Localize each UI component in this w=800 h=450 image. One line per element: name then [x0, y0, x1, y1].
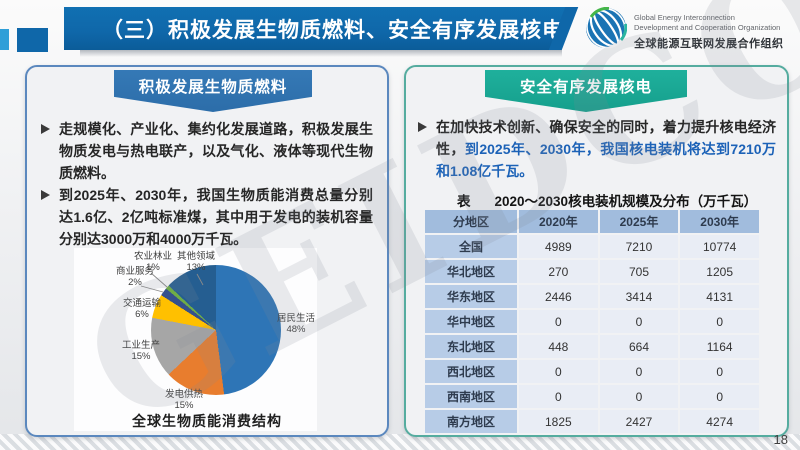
biomass-bullet-2: 到2025年、2030年，我国生物质能消费总量分别达1.6亿、2亿吨标准煤，其中… — [41, 184, 373, 250]
table-row: 华北地区 270 705 1205 — [425, 260, 759, 283]
table-cell: 705 — [599, 260, 679, 283]
nuclear-banner-label: 安全有序发展核电 — [519, 79, 652, 96]
table-row-header: 西北地区 — [425, 360, 517, 383]
table-cell: 0 — [519, 310, 598, 333]
table-header-cell: 2020年 — [519, 210, 598, 233]
nuclear-bullet-plain: 在加快技术创新、确保安全的同时，着力提升核电经济性， — [436, 119, 776, 157]
table-cell: 4989 — [519, 235, 598, 258]
table-cell: 0 — [599, 310, 679, 333]
table-row-header: 全国 — [425, 235, 517, 258]
header-banner: （三）积极发展生物质燃料、安全有序发展核电 — [64, 7, 568, 50]
biomass-panel: 积极发展生物质燃料 走规模化、产业化、集约化发展道路，积极发展生物质发电与热电联… — [25, 65, 389, 437]
biomass-banner-label: 积极发展生物质燃料 — [138, 79, 288, 96]
org-logo-text: Global Energy Interconnection Developmen… — [634, 7, 784, 51]
table-cell: 270 — [519, 260, 598, 283]
pie-label-power-heat: 发电供热 15% — [164, 389, 203, 411]
table-cell: 0 — [599, 385, 679, 408]
biomass-banner: 积极发展生物质燃料 — [114, 70, 312, 112]
table-cell: 0 — [680, 310, 759, 333]
table-row-header: 华东地区 — [425, 285, 517, 308]
table-row: 西北地区 0 0 0 — [425, 360, 759, 383]
slide-title: （三）积极发展生物质燃料、安全有序发展核电 — [102, 18, 564, 42]
pie-chart-title: 全球生物质能消费结构 — [132, 413, 282, 429]
org-logo: Global Energy Interconnection Developmen… — [585, 7, 784, 51]
nuclear-bullet-highlight: 到2025年、2030年，我国核电装机将达到7210万和1.08亿千瓦。 — [436, 141, 777, 179]
table-row: 华中地区 0 0 0 — [425, 310, 759, 333]
table-cell: 2427 — [599, 410, 679, 433]
table-cell: 4131 — [680, 285, 759, 308]
page-number: 18 — [773, 432, 788, 447]
biomass-bullet-2-text: 到2025年、2030年，我国生物质能消费总量分别达1.6亿、2亿吨标准煤，其中… — [59, 187, 373, 247]
table-cell: 0 — [680, 385, 759, 408]
table-cell: 0 — [519, 385, 598, 408]
table-row: 南方地区 1825 2427 4274 — [425, 410, 759, 433]
org-name-en-line2: Development and Cooperation Organization — [634, 22, 781, 32]
table-header-row: 分地区 2020年 2025年 2030年 — [425, 210, 759, 233]
nuclear-bullet: 在加快技术创新、确保安全的同时，着力提升核电经济性，到2025年、2030年，我… — [418, 116, 776, 182]
table-row: 西南地区 0 0 0 — [425, 385, 759, 408]
bottom-texture — [0, 434, 800, 450]
table-cell: 2446 — [519, 285, 598, 308]
table-caption-prefix: 表 — [457, 194, 471, 209]
table-row: 华东地区 2446 3414 4131 — [425, 285, 759, 308]
bullet-arrow-icon — [41, 124, 50, 134]
table-cell: 664 — [599, 335, 679, 358]
table-cell: 0 — [680, 360, 759, 383]
accent-square-small — [0, 29, 9, 50]
bullet-arrow-icon — [418, 122, 427, 132]
table-row-header: 华中地区 — [425, 310, 517, 333]
accent-square-large — [17, 28, 48, 52]
bullet-arrow-icon — [41, 190, 50, 200]
pie-label-commercial: 商业服务 2% — [115, 266, 154, 288]
pie-label-transport: 交通运输 6% — [122, 298, 161, 320]
table-cell: 1825 — [519, 410, 598, 433]
table-header-cell: 分地区 — [425, 210, 517, 233]
table-row-header: 南方地区 — [425, 410, 517, 433]
org-name-cn: 全球能源互联网发展合作组织 — [634, 38, 784, 50]
pie-label-industry: 工业生产 15% — [121, 340, 160, 362]
table-cell: 7210 — [599, 235, 679, 258]
nuclear-table: 分地区 2020年 2025年 2030年 全国 4989 7210 10774 华北地区 270… — [423, 208, 761, 435]
table-row-header: 华北地区 — [425, 260, 517, 283]
table-caption: 表 2020～2030核电装机规模及分布（万千瓦） — [423, 190, 800, 210]
table-header-cell: 2025年 — [599, 210, 679, 233]
pie-label-residential: 居民生活 48% — [276, 313, 315, 335]
table-row: 全国 4989 7210 10774 — [425, 235, 759, 258]
table-row: 东北地区 448 664 1164 — [425, 335, 759, 358]
table-cell: 10774 — [680, 235, 759, 258]
table-cell: 0 — [599, 360, 679, 383]
table-cell: 1205 — [680, 260, 759, 283]
table-cell: 1164 — [680, 335, 759, 358]
banner-shadow — [80, 50, 562, 57]
table-header-cell: 2030年 — [680, 210, 759, 233]
pie-label-others: 其他领域 13% — [176, 251, 215, 273]
table-caption-text: 2020～2030核电装机规模及分布（万千瓦） — [494, 194, 758, 209]
globe-icon — [586, 7, 627, 49]
table-cell: 3414 — [599, 285, 679, 308]
org-name-en-line1: Global Energy Interconnection — [634, 13, 735, 22]
nuclear-banner: 安全有序发展核电 — [485, 70, 687, 112]
table-cell: 4274 — [680, 410, 759, 433]
biomass-bullet-1: 走规模化、产业化、集约化发展道路，积极发展生物质发电与热电联产，以及气化、液体等… — [41, 118, 373, 184]
table-row-header: 东北地区 — [425, 335, 517, 358]
table-cell: 448 — [519, 335, 598, 358]
pie-label-agriculture: 农业林业 1% — [133, 251, 172, 273]
table-cell: 0 — [519, 360, 598, 383]
biomass-bullet-1-text: 走规模化、产业化、集约化发展道路，积极发展生物质发电与热电联产，以及气化、液体等… — [59, 121, 373, 181]
table-row-header: 西南地区 — [425, 385, 517, 408]
pie-chart — [151, 265, 281, 395]
nuclear-panel: 安全有序发展核电 在加快技术创新、确保安全的同时，着力提升核电经济性，到2025… — [404, 65, 789, 437]
